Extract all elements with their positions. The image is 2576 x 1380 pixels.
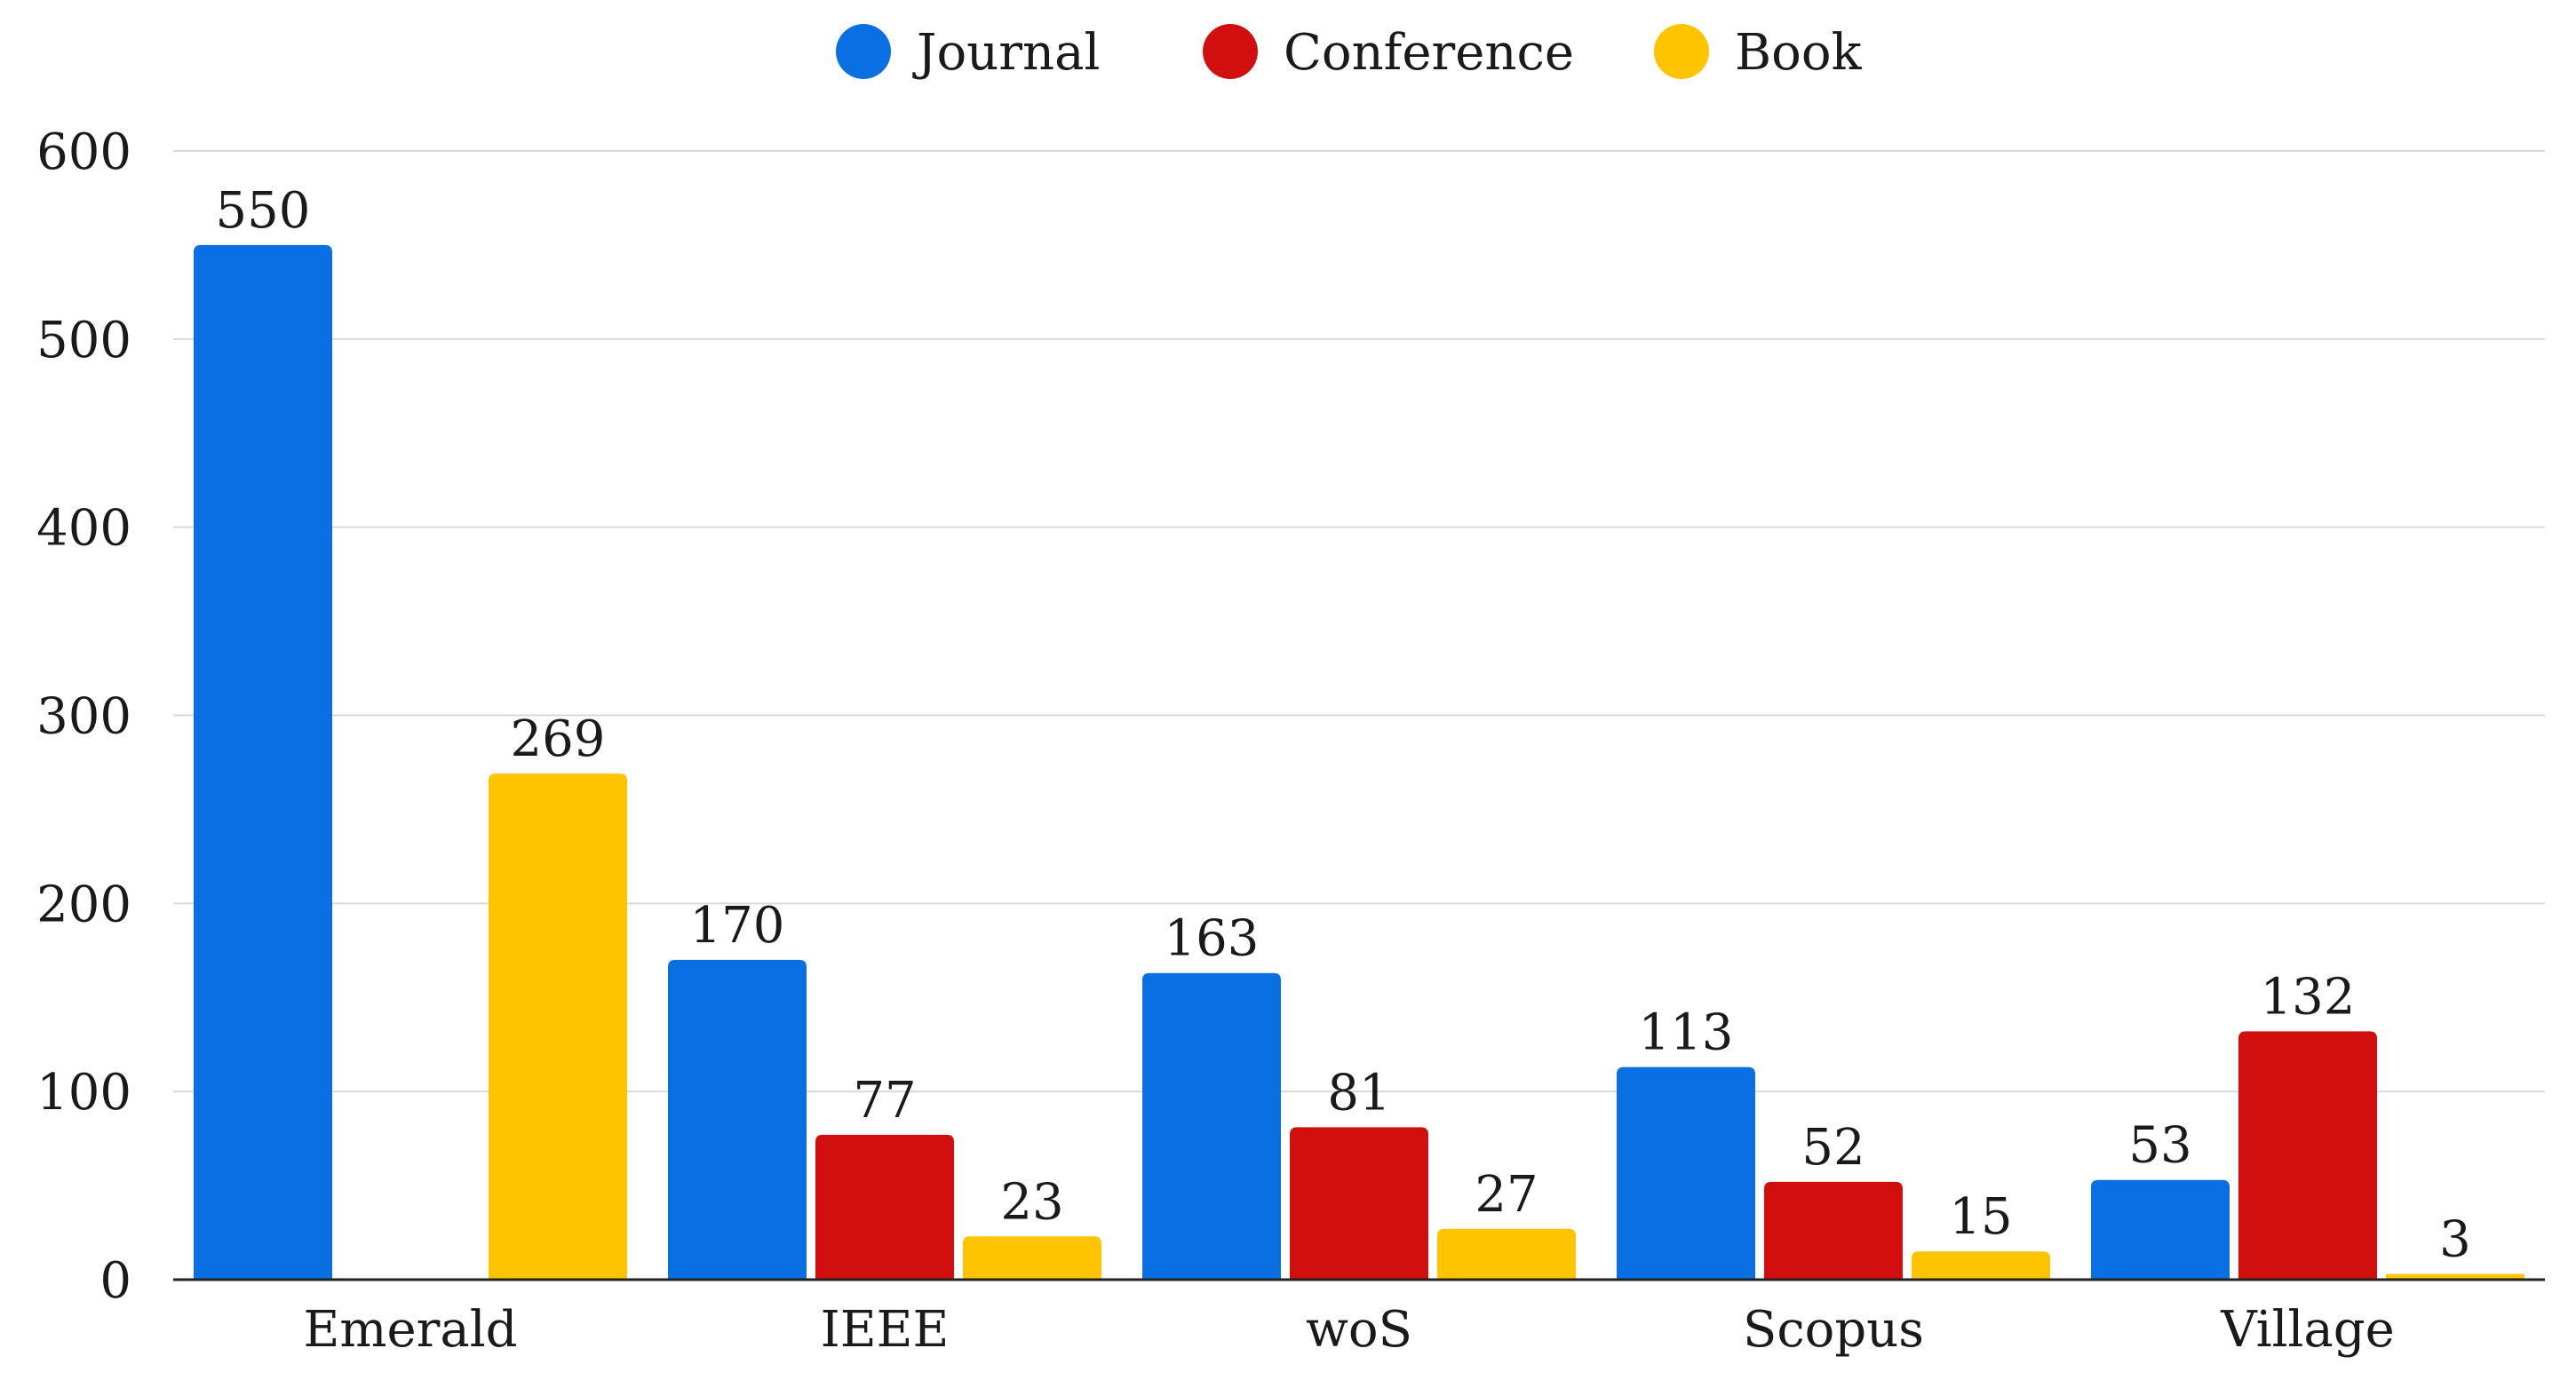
- data-label-book-scopus: 15: [1949, 1188, 2012, 1246]
- bar-book-wos: [1437, 1228, 1576, 1280]
- bar-book-village: [2386, 1273, 2524, 1280]
- legend-label-journal: Journal: [912, 24, 1100, 82]
- legend: Journal Conference Book: [836, 24, 1863, 82]
- data-label-journal-wos: 163: [1165, 910, 1260, 968]
- bar-journal-ieee: [668, 959, 807, 1280]
- data-label-book-wos: 27: [1475, 1166, 1538, 1224]
- x-tick-label-ieee: IEEE: [821, 1301, 950, 1359]
- bar-book-ieee: [963, 1236, 1101, 1280]
- data-label-book-village: 3: [2439, 1211, 2471, 1269]
- y-tick-label: 100: [36, 1064, 131, 1122]
- bar-journal-wos: [1142, 972, 1281, 1280]
- data-label-conference-wos: 81: [1327, 1064, 1390, 1122]
- x-tick-label-village: Village: [2220, 1301, 2395, 1359]
- bar-book-emerald: [489, 773, 627, 1280]
- data-labels: 550 269 170 77 23 163 81 27 113 52 15 53 132 3: [216, 182, 2471, 1269]
- bar-conference-scopus: [1764, 1181, 1903, 1280]
- y-tick-label: 300: [36, 688, 131, 746]
- legend-swatch-journal: [836, 24, 891, 79]
- x-tick-label-emerald: Emerald: [303, 1301, 517, 1359]
- data-label-conference-scopus: 52: [1801, 1119, 1864, 1177]
- legend-swatch-book: [1654, 24, 1709, 79]
- data-label-book-ieee: 23: [1000, 1173, 1063, 1231]
- legend-label-conference: Conference: [1284, 24, 1574, 82]
- bar-book-scopus: [1912, 1251, 2050, 1280]
- data-label-conference-village: 132: [2261, 968, 2356, 1026]
- y-tick-label: 200: [36, 876, 131, 933]
- x-tick-label-scopus: Scopus: [1743, 1301, 1924, 1359]
- data-label-book-emerald: 269: [511, 710, 606, 768]
- bar-journal-village: [2091, 1179, 2230, 1280]
- bar-conference-village: [2238, 1031, 2377, 1280]
- legend-swatch-conference: [1203, 24, 1258, 79]
- x-axis: Emerald IEEE woS Scopus Village: [173, 1278, 2545, 1359]
- x-tick-label-wos: woS: [1306, 1301, 1412, 1359]
- data-label-conference-ieee: 77: [853, 1072, 916, 1130]
- data-label-journal-scopus: 113: [1639, 1004, 1734, 1062]
- data-label-journal-ieee: 170: [690, 897, 785, 955]
- y-tick-label: 500: [36, 312, 131, 369]
- data-label-journal-village: 53: [2128, 1117, 2191, 1175]
- bar-conference-ieee: [815, 1134, 954, 1280]
- y-tick-label: 0: [99, 1252, 131, 1310]
- data-label-journal-emerald: 550: [216, 182, 311, 240]
- bar-journal-scopus: [1617, 1067, 1755, 1280]
- bars: [194, 244, 2524, 1281]
- y-tick-label: 600: [36, 123, 131, 181]
- y-tick-label: 400: [36, 500, 131, 558]
- bar-conference-wos: [1290, 1127, 1428, 1280]
- bar-journal-emerald: [194, 244, 332, 1281]
- legend-label-book: Book: [1735, 24, 1863, 82]
- y-axis: 0 100 200 300 400 500 600: [36, 123, 131, 1310]
